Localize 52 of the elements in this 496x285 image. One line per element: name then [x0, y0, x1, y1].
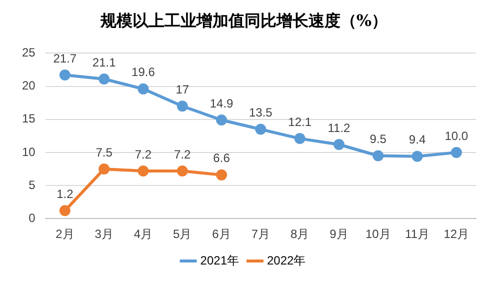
point [138, 83, 149, 94]
point [59, 205, 70, 216]
point [138, 165, 149, 176]
x-tick-label: 2月 [56, 227, 74, 242]
point [59, 70, 70, 81]
point [176, 100, 188, 112]
x-tick-label: 3月 [94, 227, 114, 242]
point [216, 114, 228, 126]
data-label: 17 [176, 82, 190, 96]
y-tick-label: 15 [22, 112, 36, 126]
chart-title: 规模以上工业增加值同比增长速度（%） [99, 10, 388, 30]
point [294, 133, 306, 144]
y-tick-label: 5 [28, 178, 36, 192]
legend-label: 2022年 [267, 253, 306, 268]
x-tick-label: 8月 [290, 227, 310, 242]
point [176, 165, 188, 176]
data-label: 10.0 [444, 128, 468, 143]
x-tick-label: 12月 [444, 227, 470, 242]
point [98, 163, 110, 174]
data-label: 6.6 [213, 151, 230, 166]
x-tick-label: 5月 [173, 227, 192, 242]
data-label: 9.5 [370, 132, 387, 146]
x-tick-label: 6月 [212, 227, 231, 242]
data-label: 21.7 [53, 51, 77, 66]
x-tick-label: 11月 [405, 227, 430, 242]
y-tick-label: 20 [22, 78, 36, 93]
y-tick-label: 25 [22, 46, 36, 60]
x-tick-label: 4月 [134, 227, 153, 242]
point [333, 139, 344, 150]
x-tick-label: 10月 [365, 227, 391, 242]
data-label: 14.9 [210, 96, 234, 110]
y-tick-label: 10 [22, 144, 36, 159]
data-label: 7.2 [174, 147, 192, 162]
data-label: 19.6 [132, 65, 156, 80]
x-tick-label: 7月 [251, 227, 270, 242]
point [255, 124, 266, 135]
point [98, 74, 110, 85]
data-label: 1.2 [56, 186, 74, 201]
data-label: 7.5 [96, 145, 113, 160]
data-label: 21.1 [92, 55, 116, 70]
data-label: 7.2 [134, 147, 152, 162]
point [372, 150, 384, 162]
point [216, 169, 228, 180]
data-label: 11.2 [328, 120, 351, 135]
data-label: 12.1 [288, 114, 312, 129]
point [412, 150, 423, 162]
legend-label: 2021年 [200, 253, 240, 268]
data-label: 9.4 [408, 132, 426, 147]
data-label: 13.5 [248, 106, 273, 120]
x-tick-label: 9月 [330, 227, 348, 242]
y-tick-label: 0 [28, 210, 36, 225]
point [450, 146, 462, 158]
